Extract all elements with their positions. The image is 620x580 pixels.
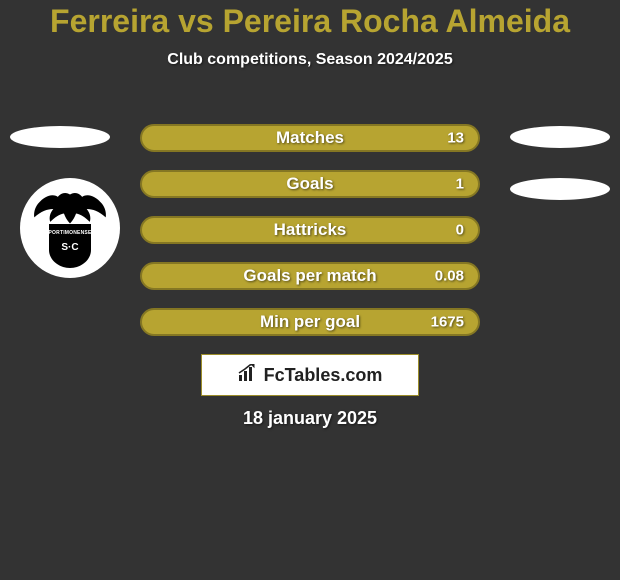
bar-chart-icon [238, 364, 260, 387]
stat-bar-label: Goals per match [243, 266, 376, 286]
stat-bar: Goals 1 [140, 170, 480, 198]
club-shield-icon: PORTIMONENSE S·C [47, 222, 93, 270]
stat-bar: Hattricks 0 [140, 216, 480, 244]
page-title: Ferreira vs Pereira Rocha Almeida [0, 0, 620, 39]
stat-bar-value: 1 [456, 176, 464, 193]
title-text: Ferreira vs Pereira Rocha Almeida [50, 3, 570, 39]
club-badge-portimonense: PORTIMONENSE S·C [20, 178, 120, 278]
team-right-ellipse-2 [510, 178, 610, 200]
stat-bar: Goals per match 0.08 [140, 262, 480, 290]
club-shield-text-2: S·C [47, 242, 93, 253]
stat-bar-label: Goals [286, 174, 333, 194]
stats-bars: Matches 13 Goals 1 Hattricks 0 Goals per match… [140, 124, 480, 354]
date-text: 18 january 2025 [243, 408, 377, 429]
fctables-attribution: FcTables.com [201, 354, 419, 396]
subtitle: Club competitions, Season 2024/2025 [0, 51, 620, 69]
stat-bar-label: Min per goal [260, 312, 360, 332]
stat-bar-value: 0 [456, 222, 464, 239]
club-shield-text-1: PORTIMONENSE [47, 230, 93, 236]
stat-bar-value: 0.08 [435, 268, 464, 285]
stat-bar-value: 1675 [431, 314, 464, 331]
stat-bar: Matches 13 [140, 124, 480, 152]
subtitle-text: Club competitions, Season 2024/2025 [167, 51, 452, 68]
stat-bar-label: Matches [276, 128, 344, 148]
fctables-text: FcTables.com [264, 365, 383, 386]
stat-bar-label: Hattricks [274, 220, 347, 240]
stat-bar: Min per goal 1675 [140, 308, 480, 336]
stat-bar-value: 13 [447, 130, 464, 147]
team-left-ellipse [10, 126, 110, 148]
team-right-ellipse-1 [510, 126, 610, 148]
